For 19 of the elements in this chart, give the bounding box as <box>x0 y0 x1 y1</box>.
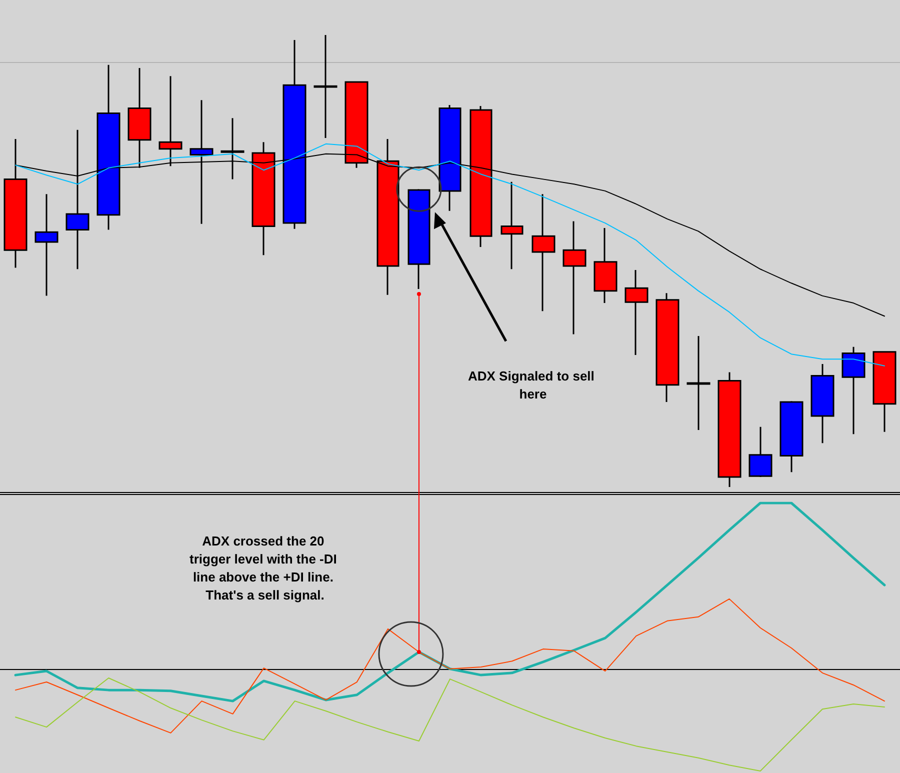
candlestick <box>34 193 58 297</box>
candlestick <box>780 400 804 473</box>
candlestick <box>656 292 680 403</box>
candlestick <box>532 193 556 312</box>
candlestick <box>842 346 866 435</box>
candlestick <box>810 363 834 444</box>
annotation: ADX crossed the 20 trigger level with the -DI line above the +DI line. That's a sell signal. <box>190 534 340 602</box>
annotation: ADX Signaled to sell here <box>468 368 598 402</box>
candlestick <box>594 227 618 304</box>
candlestick <box>500 181 524 270</box>
candlestick <box>748 426 772 478</box>
candlestick <box>408 188 430 290</box>
candlestick <box>4 138 28 269</box>
candlestick <box>624 269 648 356</box>
candlestick <box>718 371 742 488</box>
candlestick <box>562 220 586 335</box>
candlestick <box>872 351 896 433</box>
candlestick <box>314 34 338 139</box>
candlestick <box>686 335 710 431</box>
